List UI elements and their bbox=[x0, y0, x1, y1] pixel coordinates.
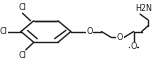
Text: O: O bbox=[130, 42, 137, 51]
Text: O: O bbox=[86, 27, 93, 36]
Text: Cl: Cl bbox=[19, 51, 26, 60]
Text: Cl: Cl bbox=[0, 27, 8, 36]
Text: Cl: Cl bbox=[19, 3, 26, 12]
Text: O: O bbox=[117, 33, 123, 42]
Text: H2N: H2N bbox=[135, 4, 152, 13]
